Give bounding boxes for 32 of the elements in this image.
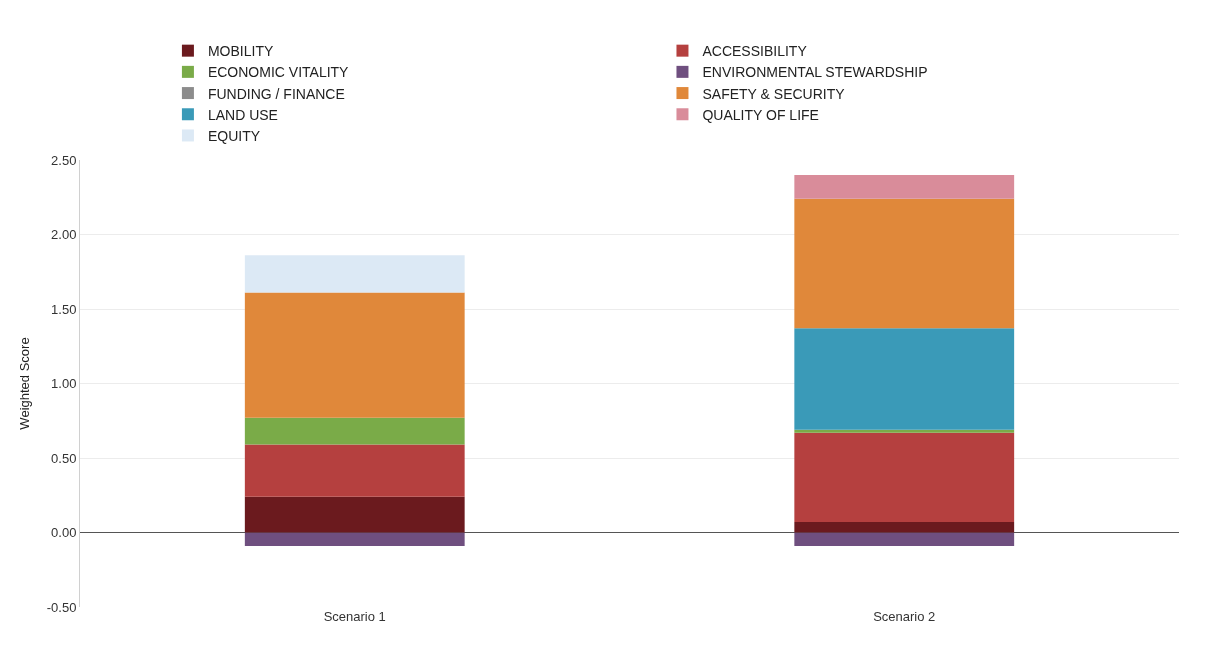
legend-label: ECONOMIC VITALITY bbox=[207, 64, 350, 81]
bar bbox=[244, 444, 465, 497]
y-tick-label: -0.50 bbox=[46, 599, 77, 615]
y-tick-label: 2.00 bbox=[51, 227, 77, 243]
y-axis-title: Weighted Score bbox=[16, 337, 32, 430]
legend-label: QUALITY OF LIFE bbox=[702, 106, 819, 123]
bar bbox=[794, 198, 1015, 329]
legend-label: FUNDING / FINANCE bbox=[207, 85, 345, 102]
legend-label: LAND USE bbox=[207, 106, 278, 123]
bar bbox=[794, 328, 1015, 430]
bar bbox=[244, 532, 465, 546]
bar bbox=[244, 255, 465, 293]
x-tick-label: Scenario 2 bbox=[873, 609, 936, 624]
bar bbox=[794, 522, 1015, 533]
bar bbox=[794, 174, 1015, 199]
legend-label: SAFETY & SECURITY bbox=[702, 85, 846, 102]
bar bbox=[794, 432, 1015, 523]
y-tick-label: 0.00 bbox=[51, 525, 77, 541]
legend-label: EQUITY bbox=[207, 127, 261, 144]
bar bbox=[244, 417, 465, 445]
legend-label: ACCESSIBILITY bbox=[702, 43, 808, 60]
bar bbox=[794, 429, 1015, 433]
bar bbox=[244, 292, 465, 418]
legend-label: MOBILITY bbox=[207, 43, 274, 60]
x-tick-label: Scenario 1 bbox=[323, 609, 386, 624]
y-tick-label: 0.50 bbox=[51, 450, 77, 466]
bar bbox=[244, 496, 465, 533]
bar bbox=[794, 532, 1015, 546]
y-tick-label: 2.50 bbox=[51, 152, 77, 168]
y-tick-label: 1.00 bbox=[51, 376, 77, 392]
legend-label: ENVIRONMENTAL STEWARDSHIP bbox=[702, 64, 928, 81]
y-tick-label: 1.50 bbox=[51, 301, 77, 317]
